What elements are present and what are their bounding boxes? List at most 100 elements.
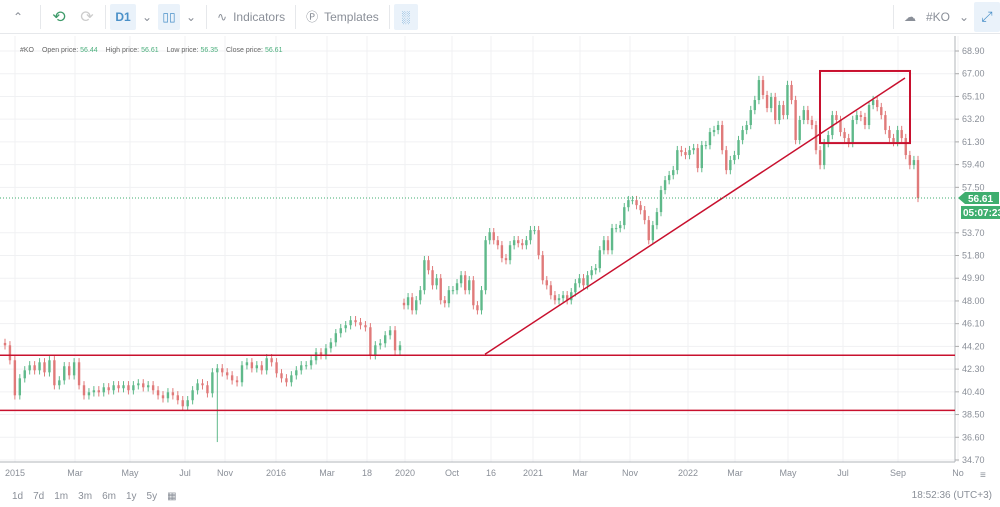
candle-body [451,290,455,292]
candle-body [112,385,115,391]
range-1y[interactable]: 1y [125,490,137,502]
candle-body [757,80,761,101]
templates-button[interactable]: Ⓟ Templates [300,4,385,30]
candle-body [594,268,597,271]
candle-body [822,143,826,166]
high-value: 56.61 [141,47,159,54]
candle-body [851,120,854,144]
candle-body [561,295,565,299]
candle-body [512,240,516,246]
candle-body [72,362,76,376]
candle-body [419,290,422,301]
candle-body [221,368,224,373]
candle-body [533,230,536,232]
range-5y[interactable]: 5y [146,490,158,502]
candle-body [250,362,254,369]
candle-body [537,230,540,256]
candle-body [782,105,785,116]
candle-body [680,150,683,153]
chevron-down-icon[interactable]: ⌄ [141,9,153,24]
candle-body [716,125,720,131]
range-1d[interactable]: 1d [12,490,24,502]
divider [206,4,207,29]
candlestick-icon[interactable]: ▯▯ [158,3,180,30]
candle-body [500,245,504,259]
candle-body [240,365,244,383]
candle-body [818,150,822,166]
indicators-label: Indicators [233,9,286,24]
y-tick-label: 61.30 [962,137,985,147]
chevron-down-icon[interactable]: ⌄ [958,9,970,24]
candle-body [582,278,585,286]
candle-body [598,250,602,269]
range-3m[interactable]: 3m [78,490,93,502]
bar-chart-icon[interactable]: ░ [393,3,418,30]
x-tick-label: Nov [217,468,234,478]
candle-body [77,362,81,386]
candle-body [859,115,863,118]
candle-body [712,130,716,133]
symbol-selector[interactable]: #KO [925,9,950,24]
range-6m[interactable]: 6m [102,490,116,502]
candle-body [720,125,724,151]
candle-body [402,302,406,306]
range-7d[interactable]: 7d [33,490,45,502]
undo-icon[interactable]: ⟲ [52,8,66,26]
cloud-upload-icon[interactable]: ☁ [903,9,916,24]
y-tick-label: 68.90 [962,46,985,56]
function-icon: Ⓟ [306,10,319,24]
low-label: Low price: [166,47,199,54]
candle-body [334,333,338,343]
candle-body [290,375,293,383]
candle-body [639,205,642,211]
range-1m[interactable]: 1m [54,490,69,502]
indicators-button[interactable]: ∿ Indicators [211,4,291,30]
candle-body [216,368,219,373]
collapse-arrows-icon[interactable]: ⤢ [974,1,1000,32]
candle-body [43,362,46,373]
x-tick-label: Jul [837,468,849,478]
candle-body [884,115,887,131]
candle-body [137,383,140,386]
candle-body [672,170,675,176]
candle-body [843,132,846,139]
candle-body [802,110,805,121]
range-buttons: 1d 7d 1m 3m 6m 1y 5y [0,491,157,502]
x-tick-label: Sep [890,468,906,478]
candle-body [324,348,328,356]
candle-body [146,385,150,388]
candle-body [329,342,333,349]
x-tick-label: 2015 [5,468,25,478]
candle-body [161,395,165,399]
candle-body [790,84,793,101]
y-tick-label: 40.40 [962,387,985,397]
candle-body [383,335,387,344]
candle-body [904,138,907,156]
candle-body [553,295,557,301]
candle-body [280,373,283,379]
candle-body [476,305,479,311]
candle-body [410,297,414,311]
candle-body [676,150,679,171]
candle-body [504,258,508,261]
candle-body [455,283,459,291]
candle-body [769,97,773,109]
redo-icon[interactable]: ⟳ [80,8,94,26]
ohlc-legend: #KO Open price: 56.44 High price: 56.61 Lo… [20,47,288,54]
candle-body [529,230,532,241]
timeframe-button[interactable]: D1 [110,3,136,30]
chevron-up-icon[interactable]: ⌃ [12,9,24,24]
candle-body [374,345,377,356]
candle-body [97,390,101,393]
chevron-down-icon[interactable]: ⌄ [185,9,197,24]
y-tick-label: 48.00 [962,296,985,306]
candle-body [92,390,96,393]
candle-body [798,120,801,141]
price-chart[interactable]: 68.90 67.00 65.10 63.20 61.30 59.40 57.50 53.70… [0,0,1000,485]
candle-body [196,383,199,391]
candle-body [545,280,548,286]
candle-body [521,243,524,246]
calendar-icon[interactable]: ▦ [167,490,177,502]
candle-body [916,160,920,198]
candle-body [270,358,273,363]
